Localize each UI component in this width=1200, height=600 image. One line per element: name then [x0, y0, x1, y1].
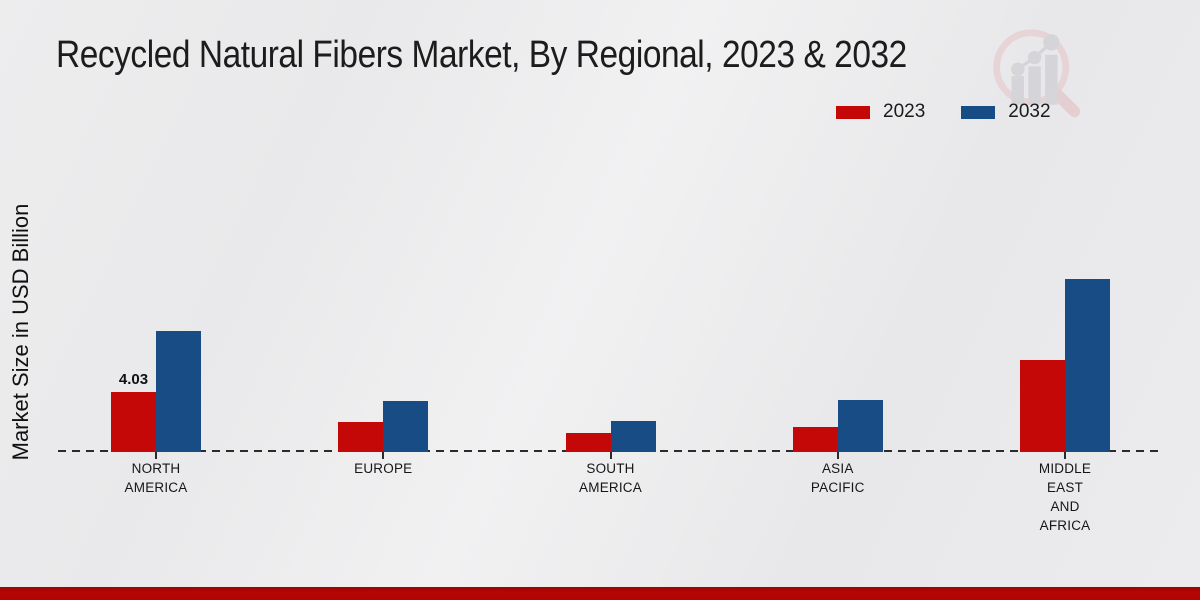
bottom-accent-strip [0, 587, 1200, 600]
category-label-asia-pacific: ASIA PACIFIC [810, 461, 865, 495]
legend-item-2032: 2032 [961, 101, 1051, 123]
bar-2032-europe [383, 401, 429, 452]
axis-tick [382, 452, 385, 459]
legend-label-2023: 2023 [883, 101, 926, 122]
axis-tick [609, 452, 612, 459]
axis-tick [155, 452, 157, 459]
bar-2032-middle-east-and-africa [1065, 279, 1110, 452]
category-label-europe: EUROPE [354, 461, 413, 476]
y-axis-label: Market Size in USD Billion [8, 203, 33, 461]
bar-2023-north-america [111, 392, 156, 452]
axis-tick [1064, 452, 1066, 459]
legend: 2023 2032 [836, 101, 1051, 123]
legend-swatch-2023 [836, 105, 870, 119]
market-research-logo-watermark [993, 29, 1081, 118]
legend-label-2032: 2032 [1008, 101, 1051, 122]
chart-title: Recycled Natural Fibers Market, By Regio… [56, 34, 907, 76]
bar-2032-south-america [610, 421, 656, 452]
legend-item-2023: 2023 [836, 101, 925, 123]
bar-2023-asia-pacific [792, 427, 838, 452]
bar-value-label: 4.03 [118, 371, 149, 388]
category-label-middle-east-and-africa: MIDDLE EAST AND AFRICA [1038, 461, 1092, 533]
bar-2032-north-america [156, 331, 201, 452]
legend-swatch-2032 [961, 105, 996, 119]
bar-2023-europe [338, 422, 384, 452]
bar-2023-south-america [565, 433, 611, 452]
bar-2023-middle-east-and-africa [1020, 360, 1065, 452]
category-label-north-america: NORTH AMERICA [124, 461, 188, 495]
category-label-south-america: SOUTH AMERICA [579, 461, 642, 495]
axis-tick [836, 452, 839, 459]
bar-2032-asia-pacific [837, 400, 883, 452]
